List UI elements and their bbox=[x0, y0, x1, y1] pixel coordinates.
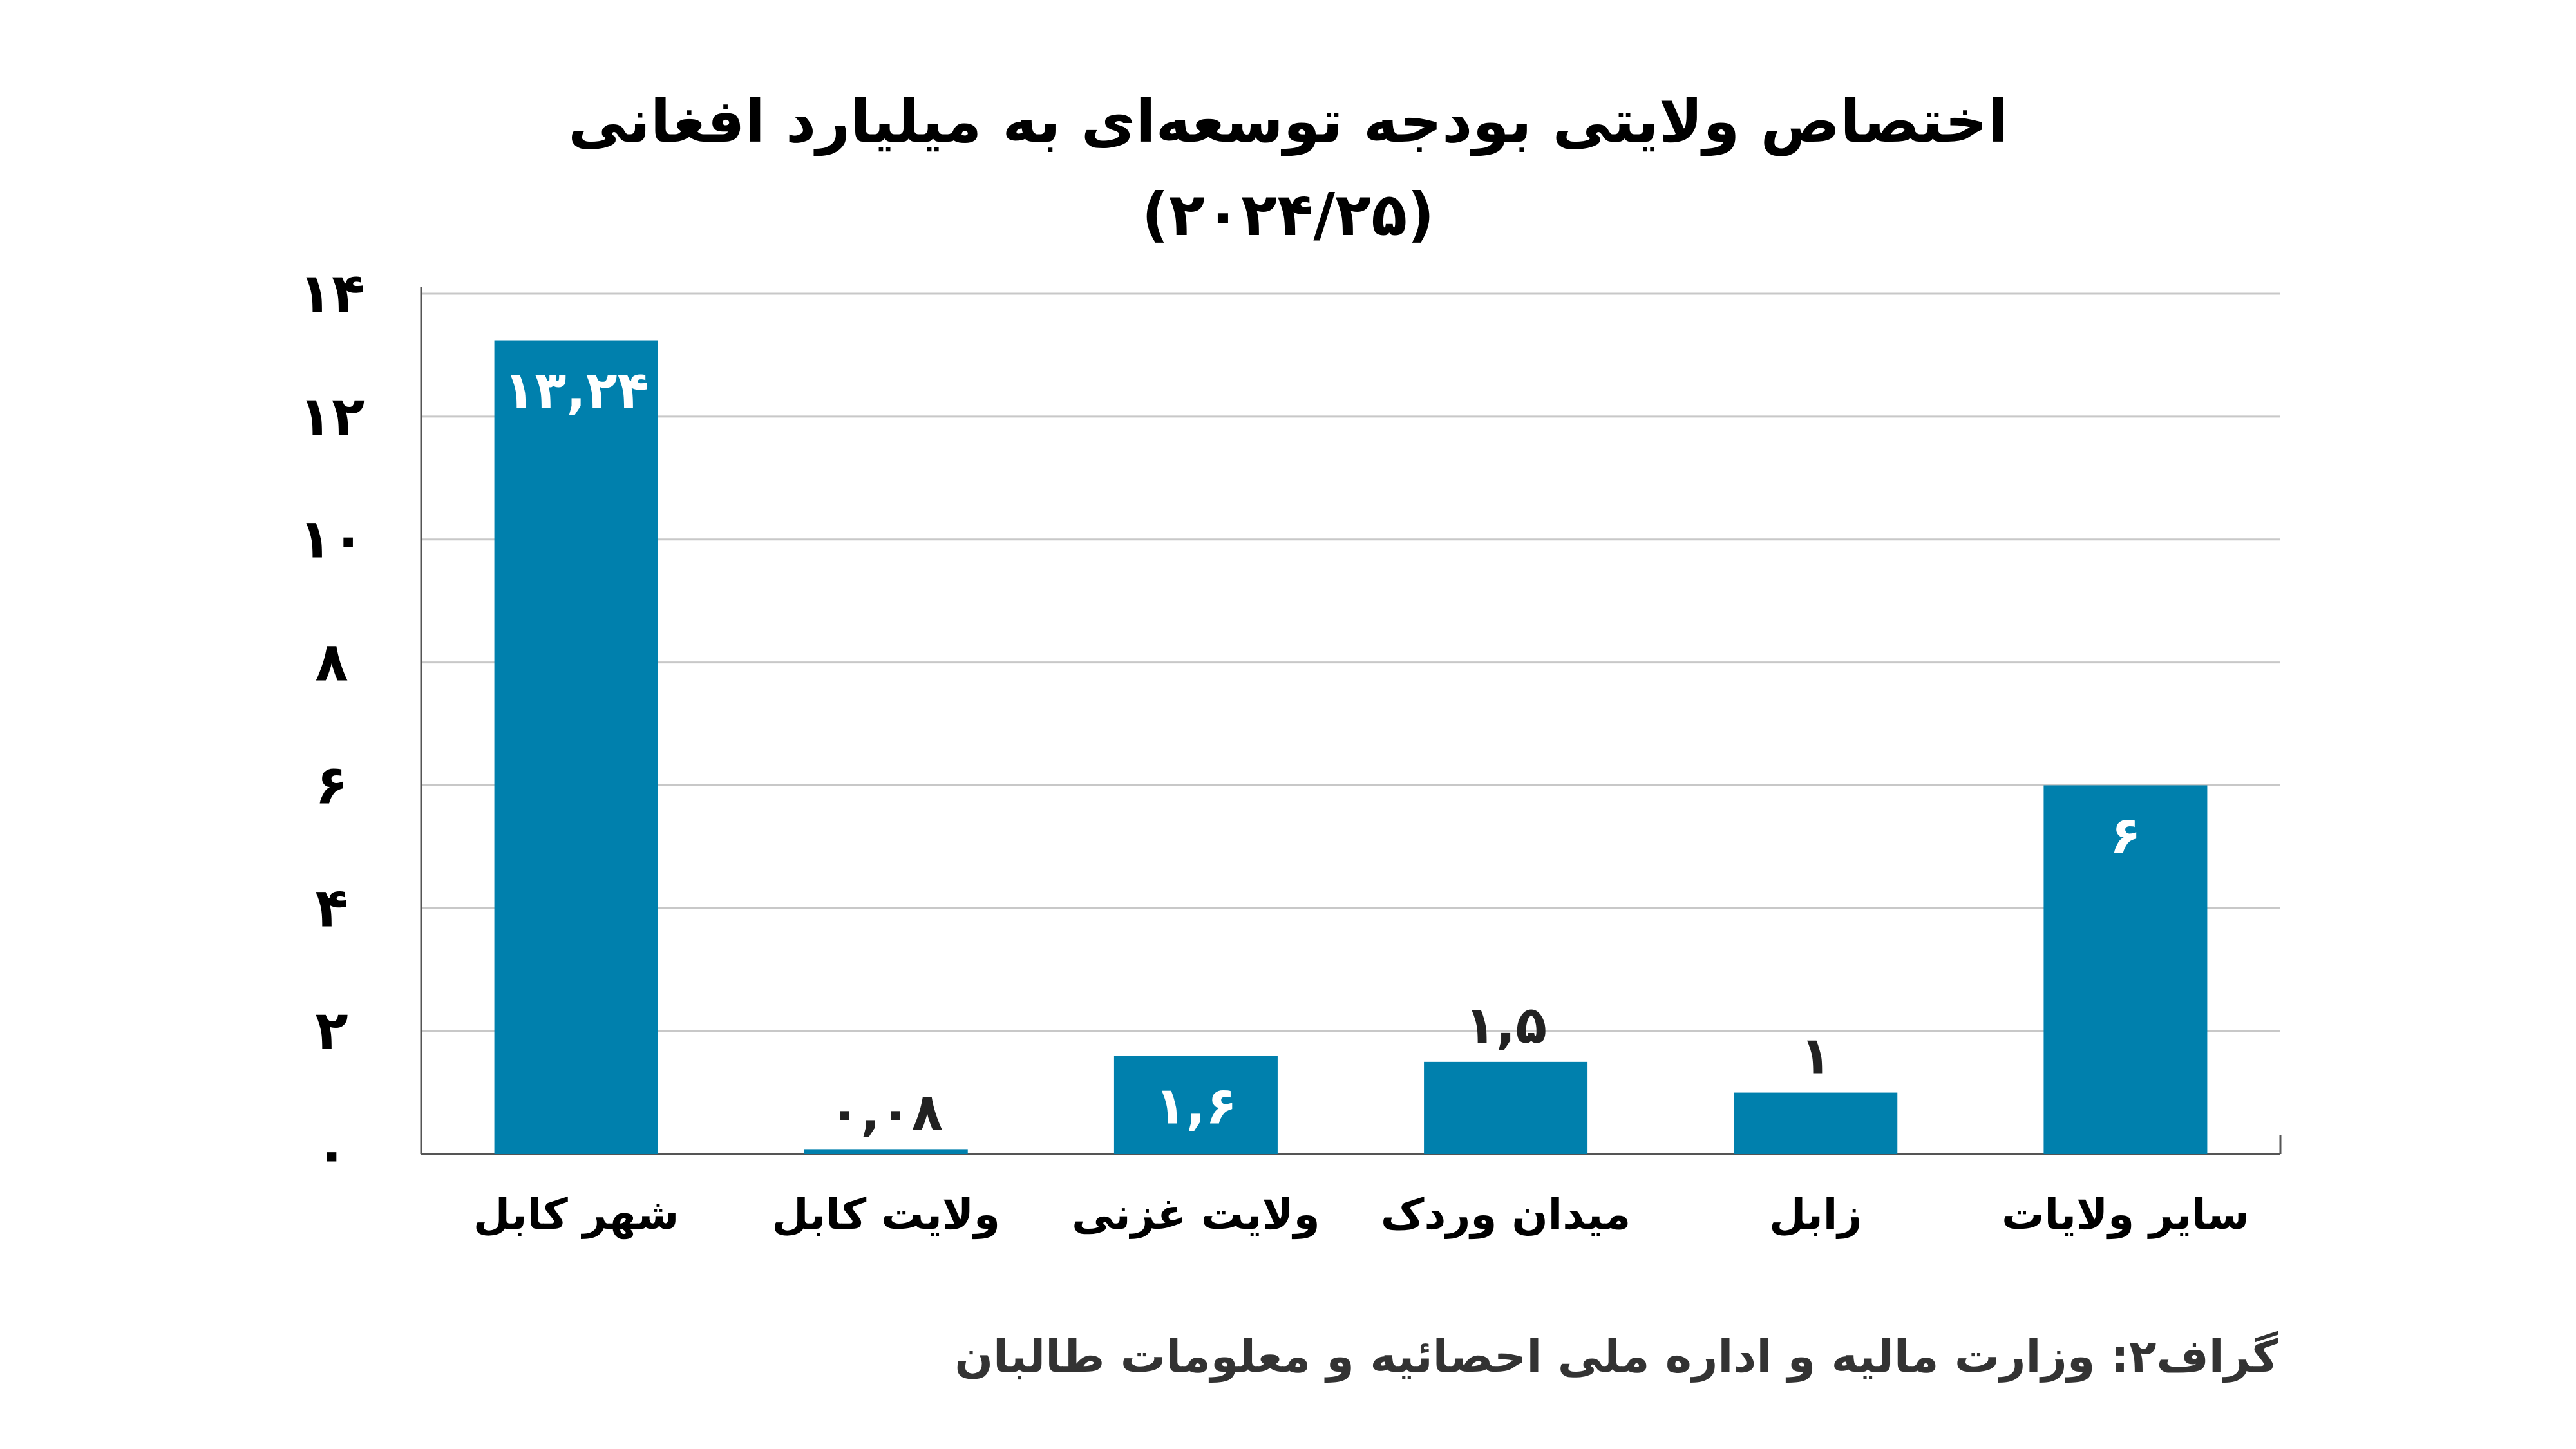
x-tick-label: میدان وردک bbox=[1381, 1189, 1631, 1240]
data-label: ۶ bbox=[2110, 805, 2141, 865]
y-tick-label: ۴ bbox=[315, 876, 348, 939]
bar bbox=[1113, 1056, 1278, 1154]
y-tick-label: ۶ bbox=[315, 753, 348, 816]
y-tick-label: ۸ bbox=[315, 630, 348, 694]
data-label: ۱,۵ bbox=[1464, 995, 1547, 1055]
bar bbox=[804, 1149, 968, 1154]
data-label: ۱۳,۲۴ bbox=[504, 361, 649, 421]
x-tick-label: سایر ولایات bbox=[2002, 1189, 2249, 1240]
x-tick-label: ولایت کابل bbox=[772, 1189, 1000, 1240]
x-tick-label: زابل bbox=[1769, 1189, 1862, 1239]
chart-title: اختصاص ولایتی بودجه توسعه‌ای به میلیارد … bbox=[568, 87, 2008, 156]
y-tick-label: ۱۴ bbox=[299, 261, 365, 325]
data-label: ۱ bbox=[1800, 1026, 1832, 1086]
bar bbox=[494, 340, 658, 1155]
chart-subtitle: (۲۰۲۴/۲۵) bbox=[1141, 180, 1435, 249]
y-tick-label: ۰ bbox=[315, 1122, 348, 1185]
data-label: ۰,۰۸ bbox=[829, 1082, 943, 1142]
y-tick-label: ۲ bbox=[315, 999, 348, 1062]
y-tick-label: ۱۲ bbox=[299, 384, 365, 448]
bar bbox=[2043, 785, 2208, 1154]
x-tick-label: ولایت غزنی bbox=[1072, 1189, 1320, 1240]
bar bbox=[1424, 1061, 1588, 1154]
data-label: ۱,۶ bbox=[1155, 1075, 1237, 1135]
bar bbox=[1734, 1092, 1898, 1154]
x-tick-label: شهر کابل bbox=[473, 1189, 679, 1240]
chart-source: گراف۲: وزارت مالیه و اداره ملی احصائیه و… bbox=[954, 1330, 2278, 1383]
y-tick-label: ۱۰ bbox=[299, 507, 365, 571]
